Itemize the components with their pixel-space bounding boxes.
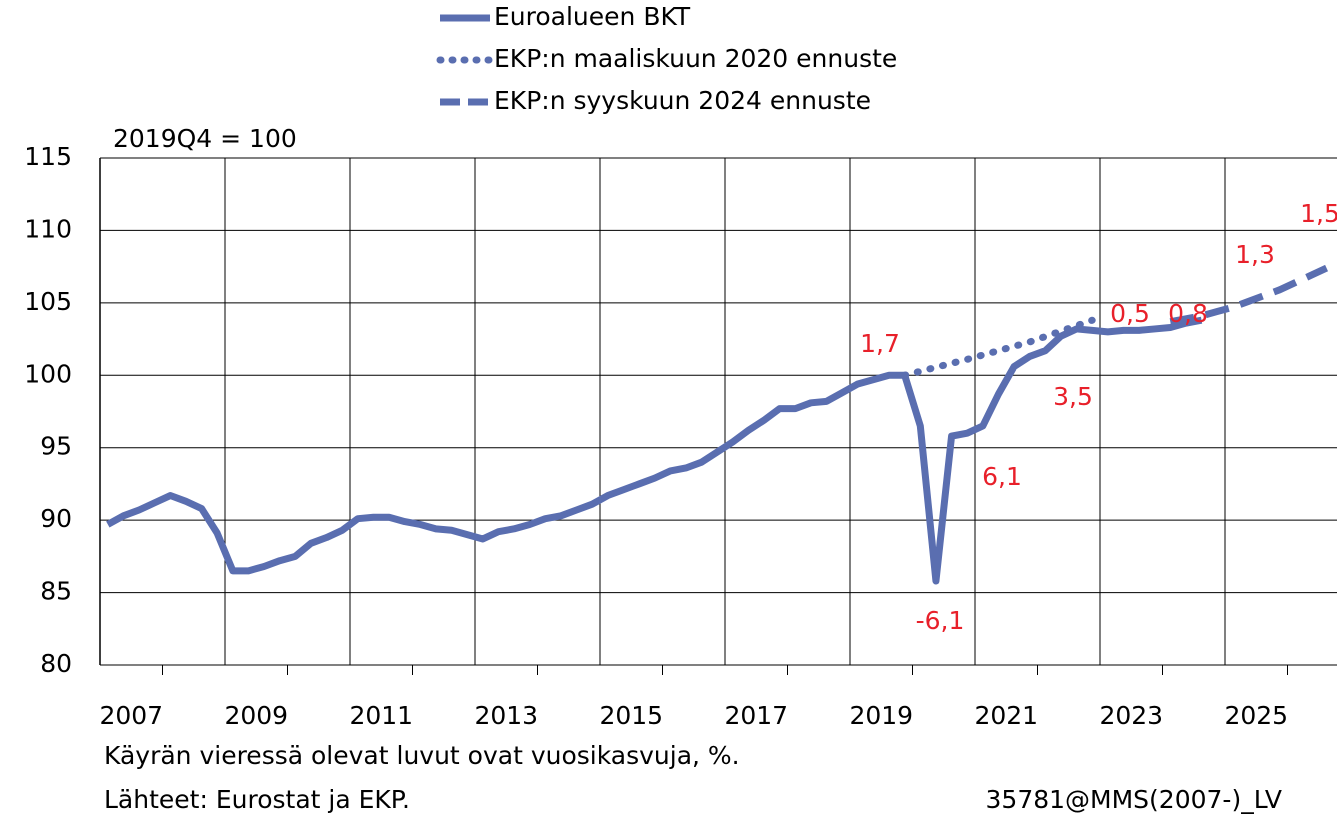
annotation: -6,1	[916, 606, 965, 635]
y-tick-label: 80	[40, 649, 72, 678]
series-line	[901, 316, 1096, 379]
x-tick-label: 2011	[349, 701, 413, 730]
y-tick-label: 105	[24, 287, 72, 316]
annotation: 1,3	[1235, 240, 1275, 269]
x-tick-label: 2007	[99, 701, 163, 730]
x-tick-label: 2021	[974, 701, 1038, 730]
source-code: 35781@MMS(2007-)_LV	[986, 785, 1282, 814]
legend-label: Euroalueen BKT	[494, 2, 691, 31]
y-tick-label: 90	[40, 504, 72, 533]
subtitle: 2019Q4 = 100	[113, 124, 297, 153]
y-tick-label: 85	[40, 577, 72, 606]
y-tick-label: 100	[24, 359, 72, 388]
y-tick-label: 115	[24, 142, 72, 171]
annotation: 3,5	[1053, 382, 1093, 411]
x-tick-label: 2017	[724, 701, 788, 730]
x-tick-label: 2023	[1099, 701, 1163, 730]
y-tick-label: 110	[24, 214, 72, 243]
x-tick-label: 2025	[1224, 701, 1288, 730]
x-tick-label: 2019	[849, 701, 913, 730]
legend-label: EKP:n maaliskuun 2020 ennuste	[494, 44, 897, 73]
annotation: 6,1	[982, 462, 1022, 491]
annotation: 0,8	[1168, 299, 1208, 328]
plot-area	[106, 264, 1329, 585]
series-line	[106, 316, 1203, 585]
footnote: Käyrän vieressä olevat luvut ovat vuosik…	[104, 741, 740, 770]
annotation: 1,7	[860, 329, 900, 358]
y-tick-label: 95	[40, 432, 72, 461]
annotation: 1,5	[1300, 199, 1337, 228]
annotation: 0,5	[1110, 299, 1150, 328]
series-line	[1169, 264, 1329, 326]
footnote: Lähteet: Eurostat ja EKP.	[104, 785, 410, 814]
legend-label: EKP:n syyskuun 2024 ennuste	[494, 86, 871, 115]
x-tick-label: 2013	[474, 701, 538, 730]
x-tick-label: 2009	[224, 701, 288, 730]
x-tick-label: 2015	[599, 701, 663, 730]
